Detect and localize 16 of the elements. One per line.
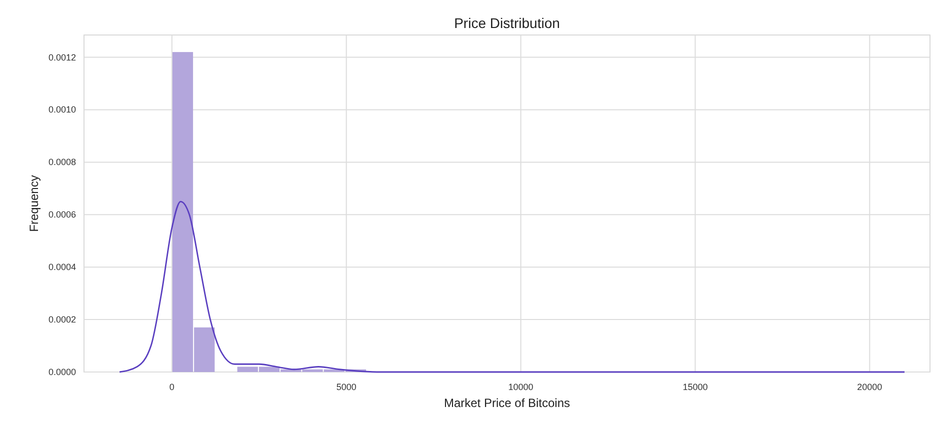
- y-tick-label: 0.0012: [48, 52, 76, 62]
- x-tick-label: 10000: [508, 382, 534, 392]
- chart-title: Price Distribution: [454, 15, 560, 31]
- x-tick-label: 20000: [857, 382, 882, 392]
- y-tick-label: 0.0002: [48, 314, 76, 325]
- y-tick-label: 0.0000: [48, 367, 76, 377]
- y-tick-label: 0.0008: [48, 157, 76, 168]
- y-axis-title: Frequency: [27, 175, 41, 232]
- x-tick-label: 15000: [682, 382, 708, 392]
- line-series: [118, 200, 906, 373]
- y-tick-label: 0.0006: [48, 210, 76, 220]
- x-tick-label: 0: [169, 382, 174, 392]
- x-tick-label: 5000: [336, 382, 356, 392]
- y-tick-label: 0.0010: [48, 104, 76, 115]
- y-tick-label: 0.0004: [48, 262, 76, 272]
- x-axis-title: Market Price of Bitcoins: [444, 396, 570, 410]
